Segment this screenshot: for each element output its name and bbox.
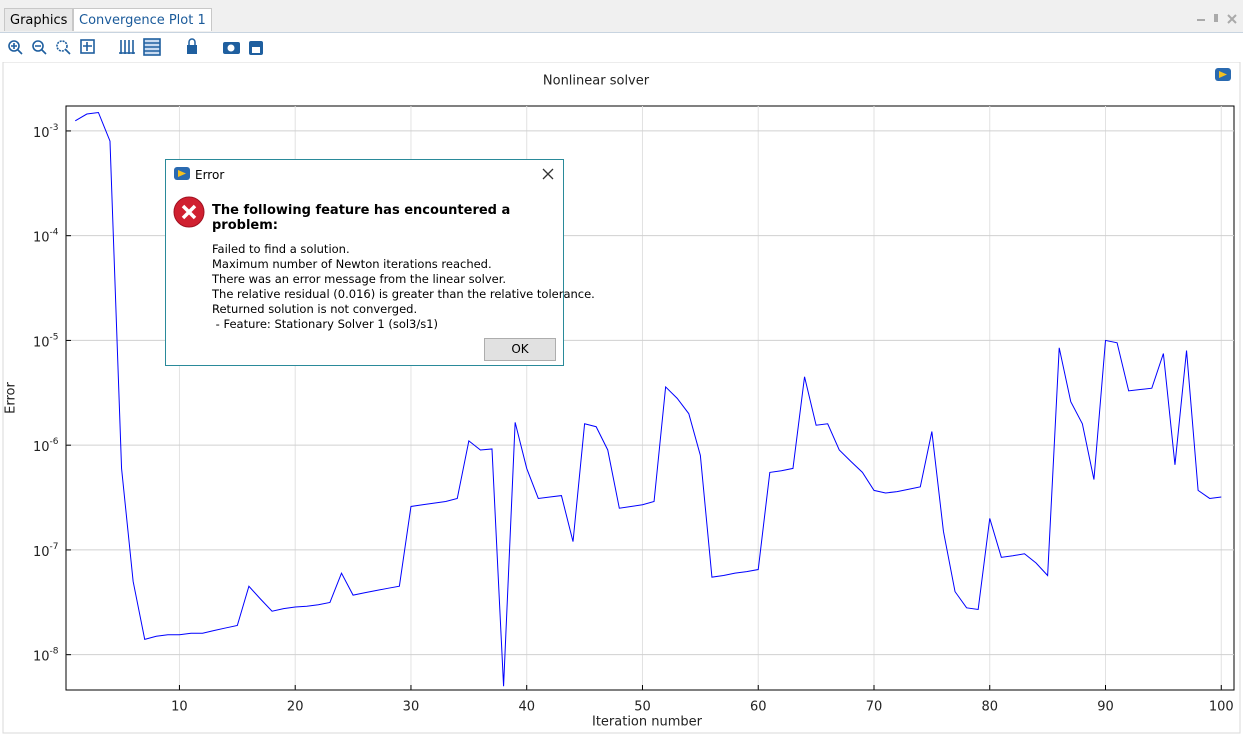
- dialog-icon: [174, 167, 190, 180]
- message-line: The relative residual (0.016) is greater…: [212, 287, 595, 301]
- y-tick-label: 10-4: [33, 227, 59, 245]
- y-axis-label: Error: [4, 382, 19, 414]
- zoom-box[interactable]: [56, 40, 71, 55]
- x-tick-label: 80: [981, 700, 998, 715]
- x-tick-label: 20: [287, 700, 304, 715]
- toolbar: [0, 33, 1243, 62]
- close[interactable]: [1227, 14, 1237, 24]
- tick-base: 10: [33, 125, 50, 140]
- y-tick-label: 10-7: [33, 541, 59, 559]
- tick-base: 10: [33, 544, 50, 559]
- message-line: Maximum number of Newton iterations reac…: [212, 257, 492, 271]
- dialog-heading: The following feature has encountered a …: [212, 203, 511, 233]
- y-tick-label: 10-6: [33, 437, 59, 455]
- tick-exponent: -8: [50, 646, 59, 656]
- x-tick-label: 60: [750, 700, 767, 715]
- grid-toggle[interactable]: [119, 40, 135, 54]
- dialog-title: Error: [195, 168, 225, 182]
- print[interactable]: [249, 41, 263, 55]
- table-toggle[interactable]: [143, 38, 161, 56]
- error-icon: [173, 196, 205, 228]
- tick-exponent: -5: [50, 332, 59, 342]
- pin[interactable]: [1214, 14, 1218, 22]
- zoom-out[interactable]: [32, 40, 47, 55]
- tick-exponent: -4: [50, 227, 59, 237]
- x-tick-label: 90: [1097, 700, 1114, 715]
- tick-base: 10: [33, 649, 50, 664]
- minimize[interactable]: [1197, 19, 1205, 21]
- message-line: Returned solution is not converged.: [212, 302, 418, 316]
- dialog-close[interactable]: [541, 167, 555, 181]
- data-line: [75, 111, 1222, 687]
- window-controls: [1197, 14, 1237, 24]
- tab-bar: Graphics Convergence Plot 1: [0, 0, 1243, 33]
- message-line: Failed to find a solution.: [212, 242, 350, 256]
- zoom-extents[interactable]: [80, 39, 95, 54]
- x-tick-label: 100: [1209, 700, 1234, 715]
- lock[interactable]: [187, 45, 197, 54]
- tick-base: 10: [33, 335, 50, 350]
- y-tick-label: 10-8: [33, 646, 59, 664]
- message-line: - Feature: Stationary Solver 1 (sol3/s1): [212, 317, 439, 331]
- zoom-in[interactable]: [8, 40, 23, 55]
- dialog-message: Failed to find a solution. Maximum number…: [212, 242, 595, 332]
- x-axis-label: Iteration number: [592, 715, 703, 730]
- tick-exponent: -3: [50, 122, 59, 132]
- tick-exponent: -6: [50, 437, 59, 447]
- x-tick-label: 10: [171, 700, 188, 715]
- app-icon: [1215, 68, 1231, 81]
- tick-base: 10: [33, 230, 50, 245]
- message-line: There was an error message from the line…: [212, 272, 507, 286]
- tick-exponent: -7: [50, 541, 59, 551]
- snapshot[interactable]: [223, 42, 240, 54]
- x-tick-label: 70: [866, 700, 883, 715]
- x-tick-label: 50: [634, 700, 651, 715]
- y-tick-label: 10-3: [33, 122, 59, 140]
- tick-base: 10: [33, 440, 50, 455]
- error-dialog: Error The following feature has encounte…: [165, 159, 595, 366]
- tab[interactable]: Convergence Plot 1: [73, 8, 212, 31]
- ok-button[interactable]: OK: [484, 338, 556, 361]
- x-tick-label: 30: [403, 700, 420, 715]
- chart-title: Nonlinear solver: [543, 74, 650, 89]
- x-tick-label: 40: [518, 700, 535, 715]
- tab[interactable]: Graphics: [4, 8, 74, 31]
- y-tick-label: 10-5: [33, 332, 59, 350]
